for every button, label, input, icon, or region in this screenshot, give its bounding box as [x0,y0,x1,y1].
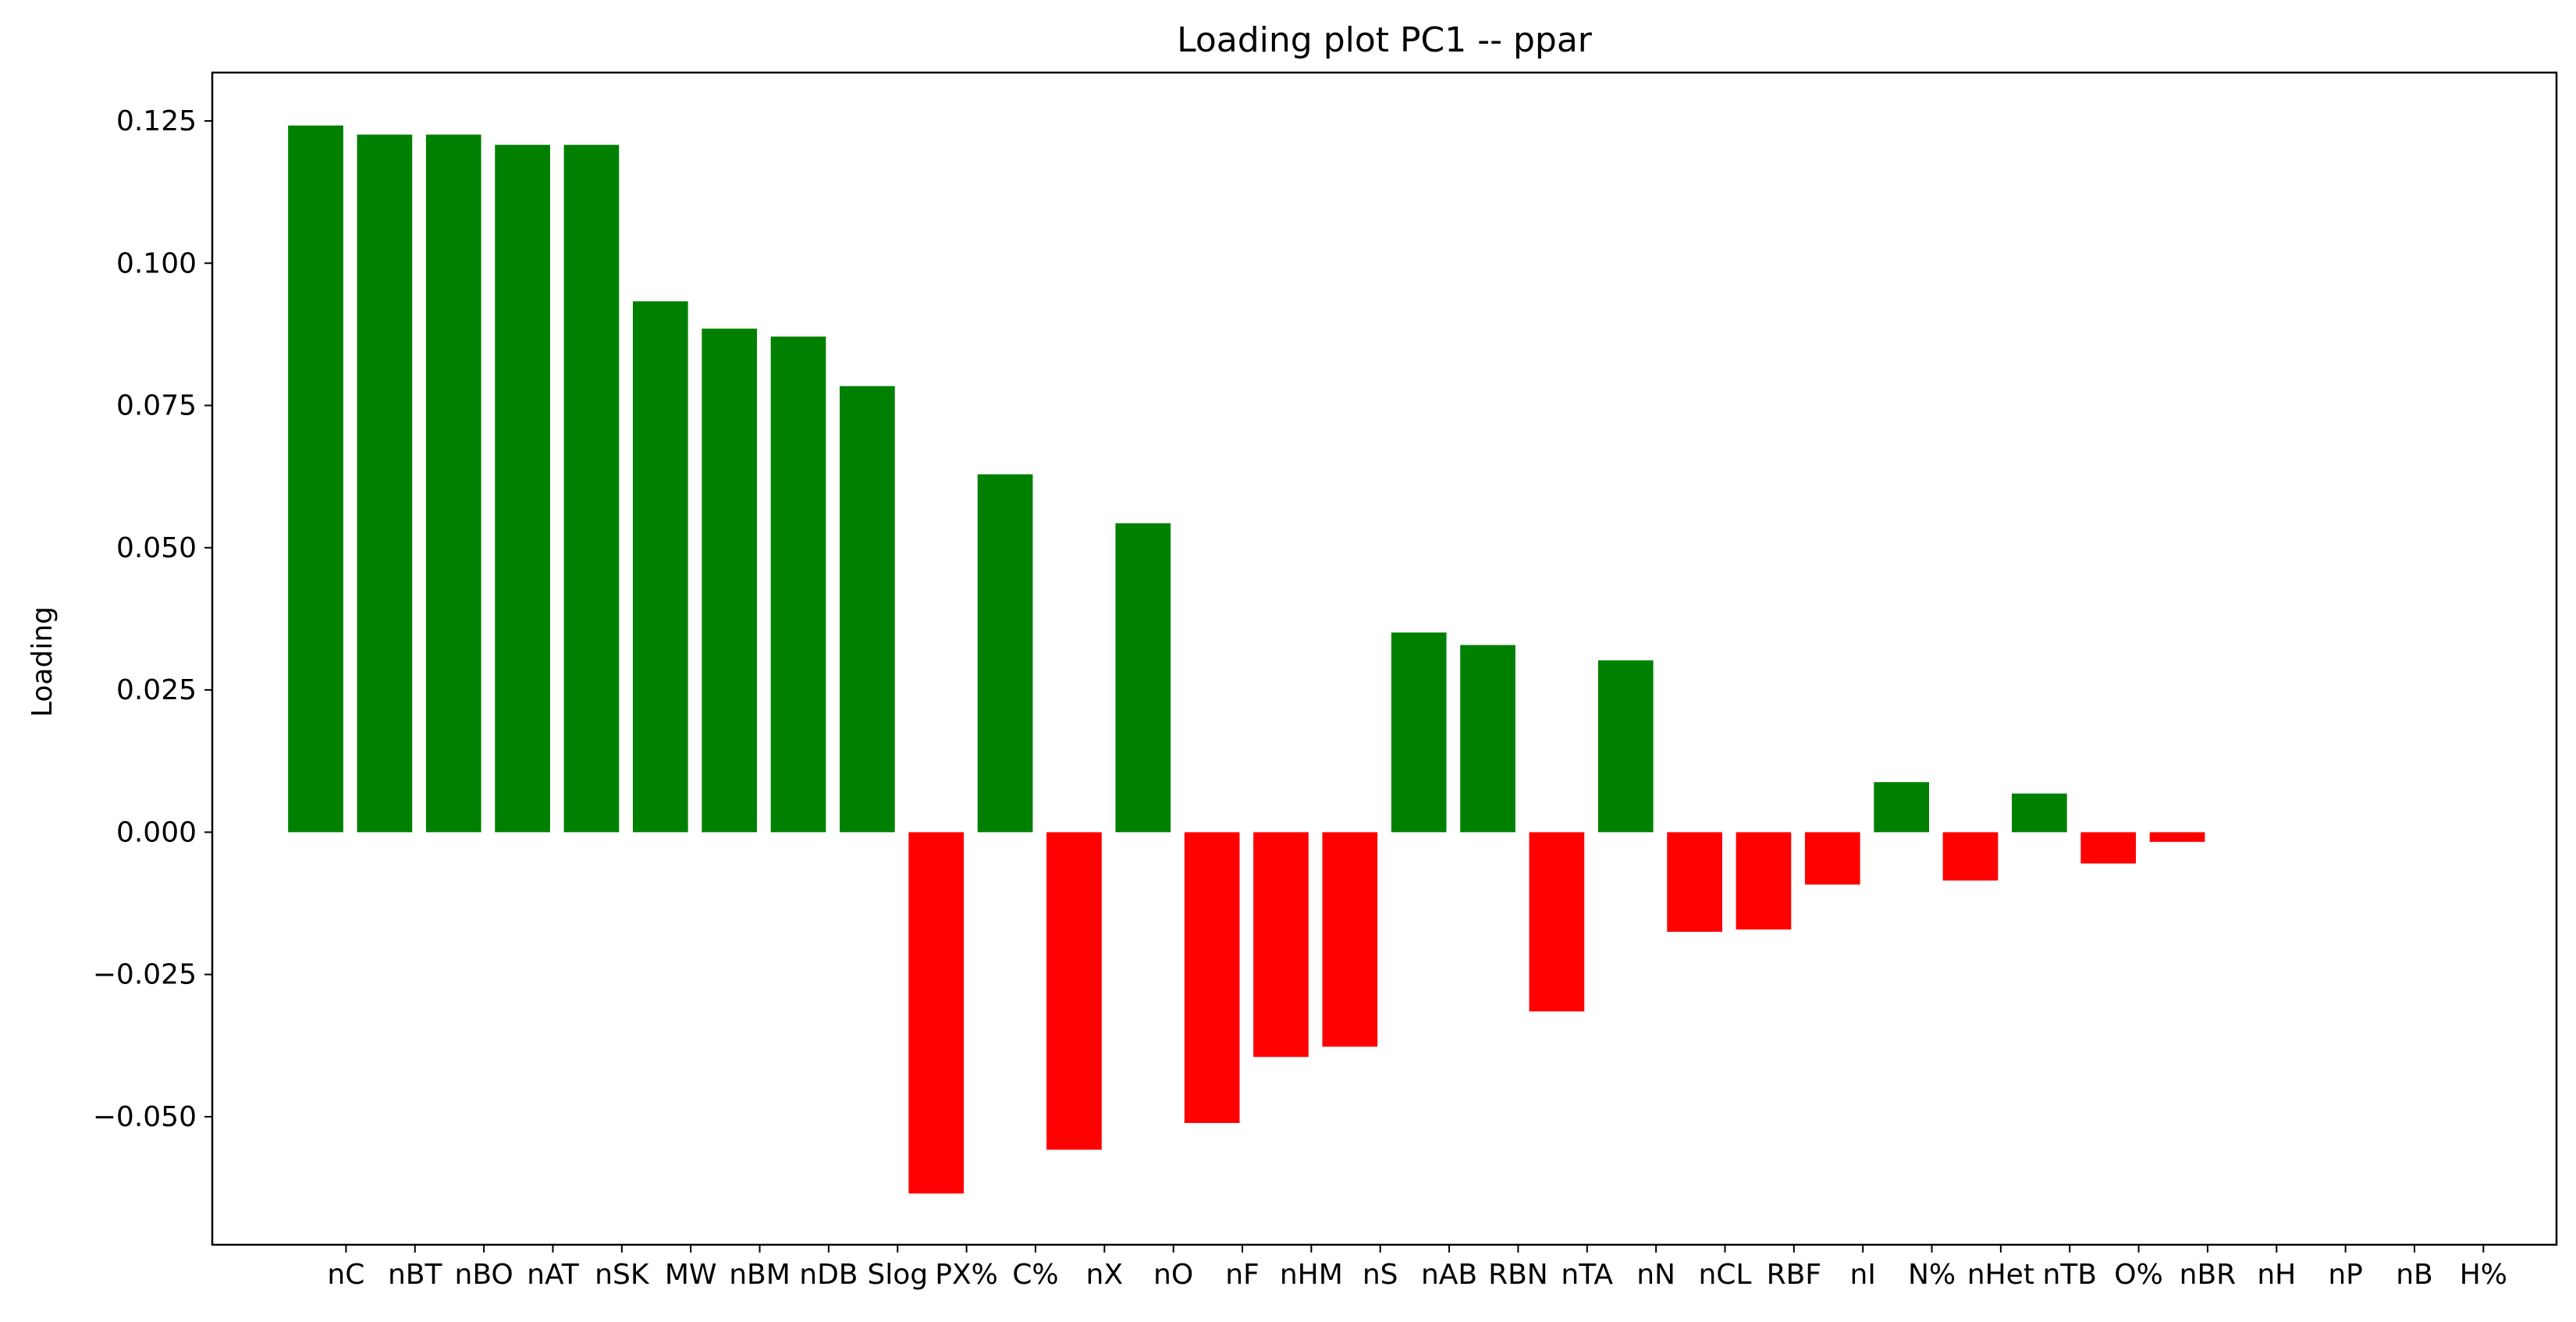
plot-frame [211,71,2558,1246]
bar-px-pct [908,832,965,1194]
bar-nab [1391,632,1447,833]
x-tick-label: nSK [595,1259,650,1291]
x-tick-label: nO [1153,1259,1193,1291]
bar-ntb [2012,793,2067,833]
bar-nn [1597,660,1654,833]
x-tick-label: nTB [2042,1259,2097,1291]
bar-c-pct [977,474,1033,833]
x-tick-label: nH [2257,1259,2296,1291]
bar-n-pct [1874,782,1929,833]
x-tick-label: nB [2396,1259,2433,1291]
y-tick-label: −0.050 [93,1101,197,1133]
x-tick-label: nAB [1421,1259,1477,1291]
x-tick-label: nBT [388,1259,443,1291]
bar-o-pct [2080,832,2137,864]
bar-nbm [702,329,757,833]
x-tick-label: nBR [2180,1259,2237,1291]
bar-ndb [770,336,826,833]
y-tick-label: 0.025 [116,674,197,706]
y-tick-label: 0.075 [116,390,197,422]
bar-nhm [1253,832,1309,1057]
x-tick-label: nS [1363,1259,1398,1291]
x-tick-label: nBO [455,1259,513,1291]
y-tick-label: 0.100 [116,247,197,279]
x-tick-label: Slog [867,1259,928,1291]
x-tick-label: O% [2114,1259,2163,1291]
bar-nta [1529,832,1585,1012]
x-tick-label: MW [665,1259,717,1291]
x-tick-label: RBN [1488,1259,1548,1291]
x-tick-label: nDB [799,1259,858,1291]
x-tick-label: nN [1636,1259,1675,1291]
bar-ncl [1667,832,1722,932]
x-axis-ticks: nC nBT nBO nAT nSK MW nBM nDB Slog PX% C% nX nO nF nHM… [327,1245,2507,1291]
bar-nbt [357,134,413,833]
y-axis-label: Loading [27,606,59,717]
x-tick-label: nC [327,1259,364,1291]
x-tick-label: N% [1908,1259,1956,1291]
y-tick-label: 0.000 [116,816,197,848]
bar-nc [288,125,343,833]
x-tick-label: nCL [1698,1259,1751,1291]
x-tick-label: nAT [527,1259,580,1291]
bar-nx [1046,832,1102,1150]
bar-nhet [1942,832,1999,881]
bar-ns [1322,832,1378,1047]
x-tick-label: H% [2460,1259,2507,1291]
bar-nat [495,144,550,833]
x-tick-label: PX% [935,1259,998,1291]
x-tick-label: nF [1225,1259,1260,1291]
y-tick-label: 0.050 [116,532,197,564]
bar-nbr [2149,832,2205,842]
y-axis-ticks: −0.050 −0.025 0.000 0.025 0.050 0.075 0.100 0.1… [93,105,212,1133]
x-tick-label: nBM [729,1259,791,1291]
x-tick-label: C% [1012,1259,1058,1291]
bar-nbo [425,134,481,833]
bar-rbf [1736,832,1792,930]
x-tick-label: nTA [1561,1259,1613,1291]
bar-mw [632,301,688,833]
x-tick-label: nHet [1967,1259,2034,1291]
bar-no [1115,523,1171,833]
bar-slog [840,386,895,833]
bar-ni [1804,832,1860,885]
y-tick-label: −0.025 [93,959,197,991]
bar-nf [1184,832,1240,1123]
x-tick-label: RBF [1767,1259,1821,1291]
x-tick-label: nP [2328,1259,2363,1291]
x-tick-label: nX [1086,1259,1123,1291]
chart-title: Loading plot PC1 -- ppar [1177,20,1593,60]
bar-rbn [1460,645,1515,833]
x-tick-label: nI [1849,1259,1875,1291]
x-tick-label: nHM [1280,1259,1343,1291]
y-tick-label: 0.125 [116,105,197,137]
bar-nsk [563,144,620,833]
bars-group [288,125,2205,1194]
